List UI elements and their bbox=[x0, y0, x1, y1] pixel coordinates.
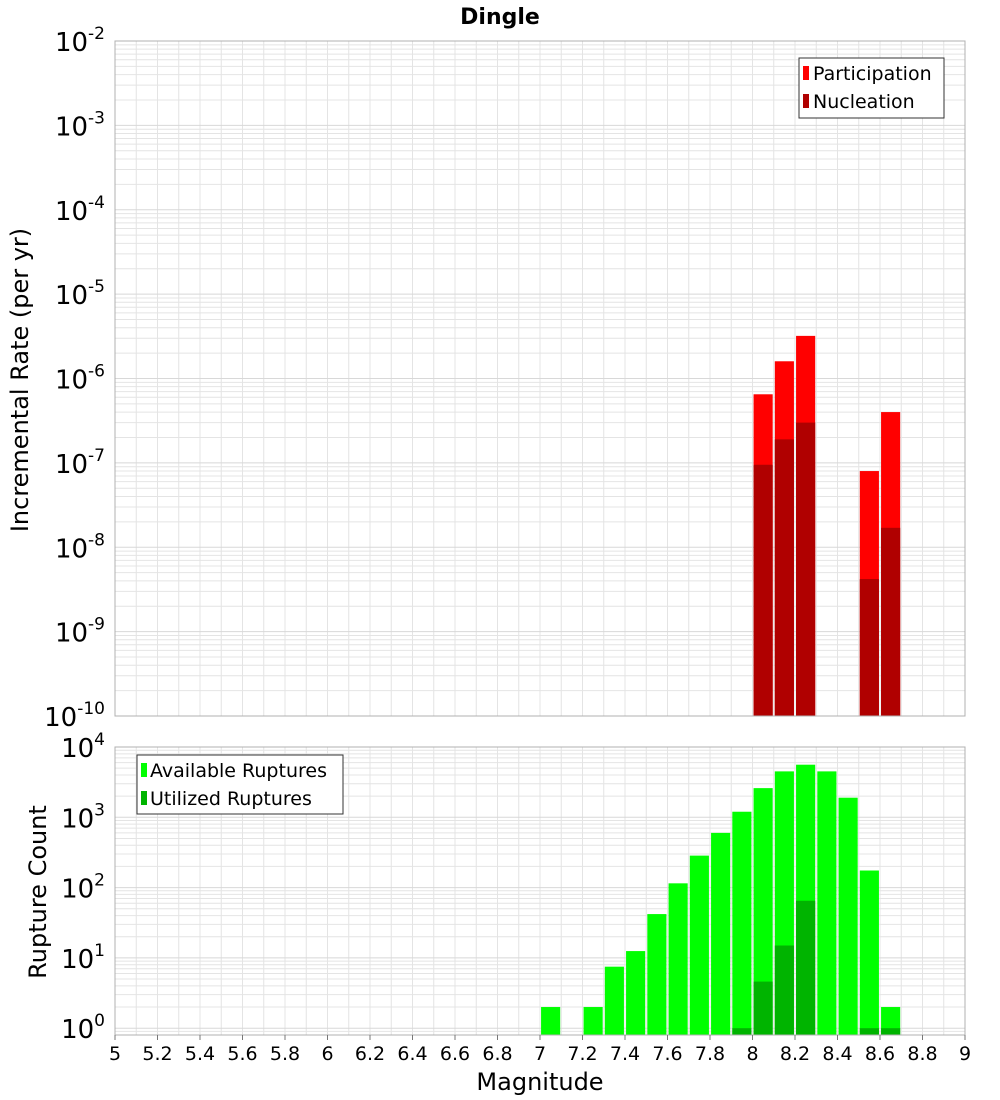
bottom-bar-available-ruptures bbox=[583, 1007, 603, 1035]
bottom-y-tick-label: 100 bbox=[61, 1011, 105, 1045]
legend-label-nucleation: Nucleation bbox=[813, 91, 915, 113]
top-y-tick-label: 10-9 bbox=[55, 615, 105, 649]
top-panel: 10-2 10-3 10-4 10-5 10-6 10-7 10-8 10-9 10-10 In… bbox=[6, 24, 966, 733]
bottom-x-tick-label: 6.4 bbox=[397, 1043, 427, 1065]
top-bar-nucleation bbox=[881, 527, 901, 716]
legend-swatch-available bbox=[141, 763, 147, 777]
top-bar-nucleation bbox=[774, 439, 794, 716]
bottom-bar-available-ruptures bbox=[859, 870, 879, 1035]
bottom-x-ticks: 5 5.2 5.4 5.6 5.8 6 6.2 6.4 6.6 6.8 7 7.2 7.4 7.6 7.8 8… bbox=[109, 1035, 971, 1065]
bottom-x-tick-label: 7.6 bbox=[652, 1043, 682, 1065]
top-y-tick-label: 10-5 bbox=[55, 277, 105, 311]
bottom-bar-available-ruptures bbox=[838, 797, 858, 1035]
bottom-x-tick-label: 5.8 bbox=[270, 1043, 300, 1065]
bottom-y-tick-label: 103 bbox=[61, 800, 105, 834]
bottom-x-tick-label: 7.4 bbox=[610, 1043, 640, 1065]
legend-swatch-utilized bbox=[141, 791, 147, 805]
bottom-bar-utilized-ruptures bbox=[732, 1028, 752, 1035]
bottom-bar-available-ruptures bbox=[647, 914, 667, 1035]
bottom-y-axis-label: Rupture Count bbox=[24, 805, 52, 979]
bottom-bar-utilized-ruptures bbox=[774, 945, 794, 1035]
bottom-legend: Available Ruptures Utilized Ruptures bbox=[136, 754, 344, 815]
bottom-x-tick-label: 7.8 bbox=[695, 1043, 725, 1065]
bottom-bar-utilized-ruptures bbox=[796, 900, 816, 1035]
bottom-x-tick-label: 5.2 bbox=[142, 1043, 172, 1065]
legend-swatch-participation bbox=[803, 66, 809, 80]
top-y-tick-label: 10-4 bbox=[55, 193, 105, 227]
bottom-x-tick-label: 6 bbox=[321, 1043, 333, 1065]
bottom-y-tick-label: 104 bbox=[61, 730, 105, 764]
top-y-axis-label: Incremental Rate (per yr) bbox=[6, 228, 34, 532]
bottom-bar-available-ruptures bbox=[626, 951, 646, 1035]
top-y-tick-label: 10-10 bbox=[44, 699, 105, 733]
bottom-bar-available-ruptures bbox=[753, 788, 773, 1035]
x-axis-label: Magnitude bbox=[476, 1068, 603, 1096]
bottom-bar-available-ruptures bbox=[604, 966, 624, 1035]
top-y-tick-label: 10-6 bbox=[55, 362, 105, 396]
bottom-x-tick-label: 8.6 bbox=[865, 1043, 895, 1065]
bottom-bar-available-ruptures bbox=[689, 855, 709, 1035]
bottom-bar-available-ruptures bbox=[817, 771, 837, 1035]
bottom-y-tick-label: 102 bbox=[61, 871, 105, 905]
top-legend-box bbox=[798, 57, 945, 119]
top-y-tick-label: 10-2 bbox=[55, 24, 105, 58]
bottom-bar-available-ruptures bbox=[732, 811, 752, 1035]
bottom-x-tick-label: 7 bbox=[534, 1043, 546, 1065]
legend-label-available: Available Ruptures bbox=[150, 760, 327, 782]
legend-label-participation: Participation bbox=[813, 63, 932, 85]
bottom-bar-utilized-ruptures bbox=[881, 1028, 901, 1035]
bottom-bar-available-ruptures bbox=[541, 1007, 561, 1035]
top-y-tick-label: 10-7 bbox=[55, 446, 105, 480]
bottom-bar-utilized-ruptures bbox=[753, 981, 773, 1035]
bottom-x-tick-label: 8 bbox=[746, 1043, 758, 1065]
top-plot-frame bbox=[114, 40, 966, 717]
bottom-bar-utilized-ruptures bbox=[859, 1028, 879, 1035]
bottom-x-tick-label: 6.6 bbox=[440, 1043, 470, 1065]
top-bar-nucleation bbox=[753, 464, 773, 716]
bottom-legend-box bbox=[136, 754, 344, 815]
top-y-ticks: 10-2 10-3 10-4 10-5 10-6 10-7 10-8 10-9 10-10 bbox=[44, 24, 105, 733]
bottom-bar-available-ruptures bbox=[711, 832, 731, 1035]
bottom-x-tick-label: 5.4 bbox=[185, 1043, 215, 1065]
top-bar-nucleation bbox=[796, 422, 816, 716]
bottom-x-tick-label: 5 bbox=[109, 1043, 121, 1065]
bottom-bar-available-ruptures bbox=[881, 1007, 901, 1035]
top-legend: Participation Nucleation bbox=[798, 57, 945, 119]
legend-label-utilized: Utilized Ruptures bbox=[150, 788, 312, 810]
bottom-panel: 104 103 102 101 100 5 5.2 5.4 5.6 5.8 6 6.2 6.4 6.6 6… bbox=[24, 730, 971, 1096]
bottom-x-tick-label: 8.8 bbox=[907, 1043, 937, 1065]
bottom-y-tick-label: 101 bbox=[61, 941, 105, 975]
bottom-x-tick-label: 5.6 bbox=[227, 1043, 257, 1065]
bottom-y-ticks: 104 103 102 101 100 bbox=[61, 730, 105, 1045]
bottom-x-tick-label: 8.2 bbox=[780, 1043, 810, 1065]
bottom-x-tick-label: 6.8 bbox=[482, 1043, 512, 1065]
bottom-x-tick-label: 9 bbox=[959, 1043, 971, 1065]
bottom-bar-available-ruptures bbox=[668, 883, 688, 1035]
legend-swatch-nucleation bbox=[803, 94, 809, 108]
top-y-tick-label: 10-8 bbox=[55, 530, 105, 564]
chart-title: Dingle bbox=[460, 5, 540, 30]
top-y-tick-label: 10-3 bbox=[55, 108, 105, 142]
bottom-x-tick-label: 8.4 bbox=[822, 1043, 852, 1065]
top-bars bbox=[753, 335, 901, 716]
top-bar-nucleation bbox=[859, 579, 879, 716]
bottom-x-tick-label: 6.2 bbox=[355, 1043, 385, 1065]
top-grid bbox=[114, 40, 966, 717]
bottom-x-tick-label: 7.2 bbox=[567, 1043, 597, 1065]
bottom-bars bbox=[541, 764, 901, 1035]
